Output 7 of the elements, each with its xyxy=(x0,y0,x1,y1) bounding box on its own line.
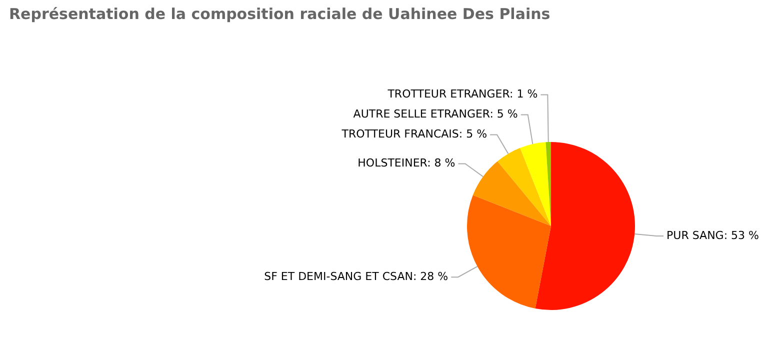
chart-title: Représentation de la composition raciale de Uahinee Des Plains xyxy=(9,5,550,23)
slice-label: AUTRE SELLE ETRANGER: 5 % xyxy=(353,108,518,121)
slice-label: TROTTEUR ETRANGER: 1 % xyxy=(386,88,538,101)
slice-label: TROTTEUR FRANCAIS: 5 % xyxy=(340,128,488,141)
slice-label: SF ET DEMI-SANG ET CSAN: 28 % xyxy=(264,270,448,283)
slice-label: PUR SANG: 53 % xyxy=(666,228,759,242)
slice-label: HOLSTEINER: 8 % xyxy=(358,156,456,170)
